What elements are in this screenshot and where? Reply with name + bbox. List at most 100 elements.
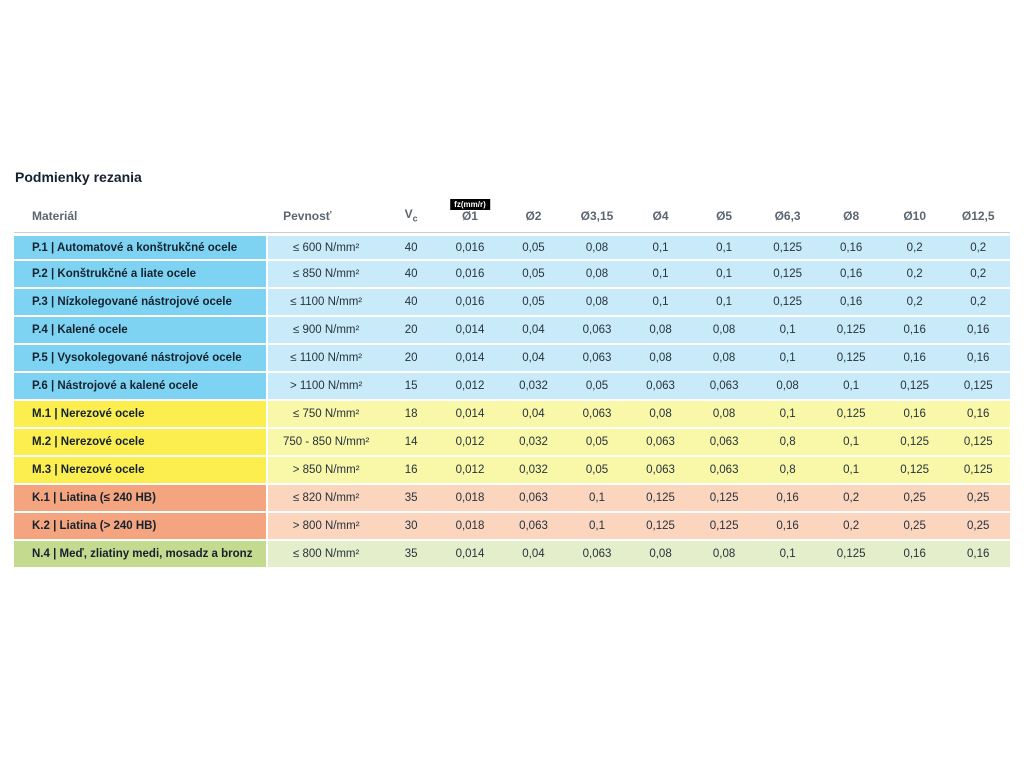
feed-value-cell: 0,014 (438, 401, 502, 429)
feed-value-cell: 0,04 (501, 541, 566, 569)
feed-value-cell: 0,08 (628, 541, 693, 569)
strength-cell: ≤ 1100 N/mm² (268, 289, 385, 317)
vc-cell: 18 (384, 401, 439, 429)
feed-value-cell: 0,016 (438, 261, 502, 289)
feed-value-cell: 0,16 (882, 401, 947, 429)
feed-value-cell: 0,125 (755, 261, 820, 289)
feed-value-cell: 0,05 (501, 261, 566, 289)
feed-value-cell: 0,2 (946, 289, 1010, 317)
feed-value-cell: 0,063 (692, 373, 756, 401)
feed-value-cell: 0,05 (565, 457, 629, 485)
col-header-vc: Vc (384, 185, 439, 233)
feed-value-cell: 0,05 (565, 429, 629, 457)
strength-cell: > 850 N/mm² (268, 457, 385, 485)
feed-value-cell: 0,25 (882, 485, 947, 513)
col-header-diameter: Ø4 (628, 185, 693, 233)
cutting-conditions-table: Materiál Pevnosť Vc fz(mm/r) Ø1 Ø2 Ø3,15 Ø4 Ø… (14, 185, 1010, 569)
feed-value-cell: 0,2 (946, 261, 1010, 289)
table-row: P.6 | Nástrojové a kalené ocele > 1100 N/… (14, 373, 1010, 401)
feed-value-cell: 0,8 (755, 457, 820, 485)
vc-symbol: V (404, 206, 413, 221)
feed-value-cell: 0,1 (755, 345, 820, 373)
vc-cell: 15 (384, 373, 439, 401)
col-header-diameter: Ø6,3 (755, 185, 820, 233)
feed-value-cell: 0,125 (819, 401, 883, 429)
feed-value-cell: 0,2 (882, 233, 947, 261)
feed-value-cell: 0,08 (565, 261, 629, 289)
material-cell: P.4 | Kalené ocele (14, 317, 269, 345)
strength-cell: ≤ 850 N/mm² (268, 261, 385, 289)
table-row: P.1 | Automatové a konštrukčné ocele ≤ 60… (14, 233, 1010, 261)
feed-value-cell: 0,012 (438, 457, 502, 485)
feed-value-cell: 0,1 (819, 373, 883, 401)
strength-cell: ≤ 820 N/mm² (268, 485, 385, 513)
feed-value-cell: 0,125 (819, 317, 883, 345)
feed-value-cell: 0,1 (819, 457, 883, 485)
feed-value-cell: 0,125 (946, 457, 1010, 485)
feed-value-cell: 0,16 (946, 345, 1010, 373)
diameter-label: Ø6,3 (774, 209, 801, 223)
feed-value-cell: 0,08 (755, 373, 820, 401)
page-title: Podmienky rezania (15, 169, 142, 185)
feed-value-cell: 0,1 (692, 233, 756, 261)
feed-value-cell: 0,1 (755, 541, 820, 569)
feed-value-cell: 0,063 (501, 485, 566, 513)
col-header-diameter: Ø10 (882, 185, 947, 233)
table-row: N.4 | Meď, zliatiny medi, mosadz a bronz… (14, 541, 1010, 569)
feed-value-cell: 0,032 (501, 457, 566, 485)
feed-value-cell: 0,125 (628, 485, 693, 513)
feed-value-cell: 0,125 (882, 429, 947, 457)
col-header-diameter: fz(mm/r) Ø1 (438, 185, 502, 233)
material-cell: K.2 | Liatina (> 240 HB) (14, 513, 269, 541)
feed-value-cell: 0,018 (438, 485, 502, 513)
feed-value-cell: 0,014 (438, 541, 502, 569)
col-header-strength: Pevnosť (268, 185, 385, 233)
feed-value-cell: 0,1 (819, 429, 883, 457)
feed-value-cell: 0,012 (438, 429, 502, 457)
diameter-label: Ø12,5 (961, 209, 995, 223)
feed-value-cell: 0,032 (501, 373, 566, 401)
table-body: P.1 | Automatové a konštrukčné ocele ≤ 60… (14, 233, 1010, 569)
feed-value-cell: 0,1 (565, 485, 629, 513)
vc-cell: 16 (384, 457, 439, 485)
feed-value-cell: 0,063 (565, 345, 629, 373)
feed-value-cell: 0,1 (628, 261, 693, 289)
table-row: P.5 | Vysokolegované nástrojové ocele ≤ 1… (14, 345, 1010, 373)
feed-value-cell: 0,04 (501, 401, 566, 429)
feed-value-cell: 0,8 (755, 429, 820, 457)
feed-value-cell: 0,063 (692, 429, 756, 457)
feed-value-cell: 0,125 (946, 373, 1010, 401)
feed-value-cell: 0,25 (946, 513, 1010, 541)
feed-value-cell: 0,125 (628, 513, 693, 541)
feed-value-cell: 0,16 (946, 317, 1010, 345)
feed-value-cell: 0,1 (692, 261, 756, 289)
feed-value-cell: 0,014 (438, 317, 502, 345)
col-header-material: Materiál (14, 185, 269, 233)
feed-value-cell: 0,1 (628, 233, 693, 261)
feed-value-cell: 0,063 (628, 373, 693, 401)
table-row: K.1 | Liatina (≤ 240 HB) ≤ 820 N/mm² 35 0,0… (14, 485, 1010, 513)
vc-cell: 20 (384, 345, 439, 373)
vc-cell: 35 (384, 485, 439, 513)
feed-value-cell: 0,08 (692, 345, 756, 373)
vc-cell: 40 (384, 233, 439, 261)
feed-value-cell: 0,063 (565, 317, 629, 345)
feed-value-cell: 0,125 (882, 457, 947, 485)
vc-cell: 40 (384, 289, 439, 317)
feed-value-cell: 0,016 (438, 289, 502, 317)
vc-cell: 30 (384, 513, 439, 541)
feed-value-cell: 0,08 (628, 345, 693, 373)
col-header-diameter: Ø2 (501, 185, 566, 233)
col-header-diameter: Ø5 (692, 185, 756, 233)
strength-cell: > 1100 N/mm² (268, 373, 385, 401)
feed-value-cell: 0,125 (882, 373, 947, 401)
feed-value-cell: 0,16 (819, 261, 883, 289)
feed-value-cell: 0,018 (438, 513, 502, 541)
feed-value-cell: 0,063 (628, 457, 693, 485)
diameter-label: Ø4 (652, 209, 669, 223)
feed-value-cell: 0,25 (882, 513, 947, 541)
material-cell: P.3 | Nízkolegované nástrojové ocele (14, 289, 269, 317)
table-row: K.2 | Liatina (> 240 HB) > 800 N/mm² 30 0,0… (14, 513, 1010, 541)
feed-value-cell: 0,16 (819, 289, 883, 317)
col-header-diameter: Ø12,5 (946, 185, 1010, 233)
